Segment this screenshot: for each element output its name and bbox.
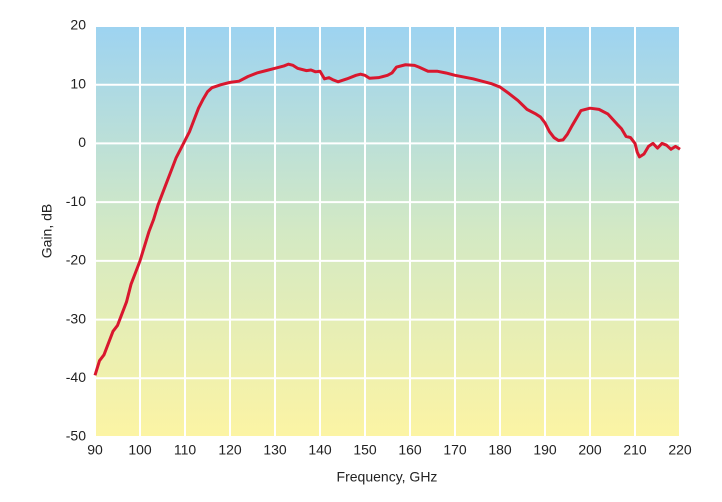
- x-tick-label: 140: [308, 442, 332, 458]
- y-tick-label: -30: [66, 310, 86, 326]
- x-tick-label: 130: [263, 442, 287, 458]
- y-tick-label: 0: [78, 134, 86, 150]
- x-tick-label: 170: [443, 442, 467, 458]
- x-axis-title: Frequency, GHz: [337, 469, 438, 485]
- y-tick-label: -40: [66, 369, 86, 385]
- x-tick-label: 160: [398, 442, 422, 458]
- y-tick-label: 10: [70, 75, 86, 91]
- y-tick-label: 20: [70, 17, 86, 33]
- x-tick-label: 100: [128, 442, 152, 458]
- y-tick-label: -20: [66, 252, 86, 268]
- x-tick-label: 220: [668, 442, 692, 458]
- x-tick-label: 180: [488, 442, 512, 458]
- x-tick-label: 90: [87, 442, 103, 458]
- plot-area: [95, 26, 680, 437]
- x-tick-label: 190: [533, 442, 557, 458]
- x-tick-label: 110: [174, 442, 197, 458]
- series-line: [93, 62, 681, 376]
- y-axis-title: Gain, dB: [39, 204, 55, 258]
- y-tick-label: -10: [66, 193, 86, 209]
- y-tick-label: -50: [66, 428, 86, 444]
- x-tick-label: 120: [218, 442, 242, 458]
- x-tick-label: 200: [578, 442, 602, 458]
- x-tick-label: 150: [353, 442, 377, 458]
- x-tick-label: 210: [623, 442, 647, 458]
